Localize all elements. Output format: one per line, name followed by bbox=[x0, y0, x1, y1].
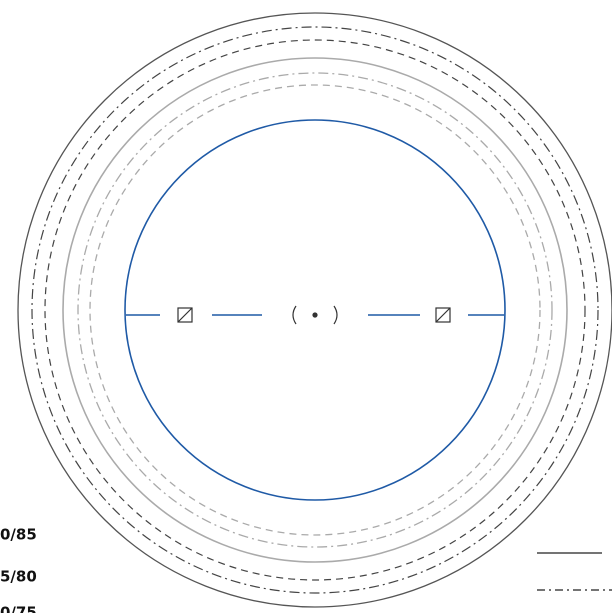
light-ring bbox=[62, 57, 568, 563]
outer-ring bbox=[17, 12, 612, 608]
paren bbox=[292, 305, 297, 325]
dash-dot-ring bbox=[31, 26, 599, 594]
legend bbox=[537, 552, 612, 591]
paren bbox=[333, 305, 338, 325]
icon-line bbox=[177, 307, 193, 323]
icon bbox=[177, 307, 193, 323]
label: 0/85 bbox=[0, 526, 37, 544]
blue-ring bbox=[124, 119, 506, 501]
icons bbox=[177, 305, 451, 325]
light-dashed-ring bbox=[89, 84, 541, 536]
icon bbox=[435, 307, 451, 323]
center-dot bbox=[312, 312, 318, 318]
rings bbox=[17, 12, 612, 608]
label: 5/80 bbox=[0, 568, 37, 586]
icon-line bbox=[435, 307, 451, 323]
light-dash-dot-ring bbox=[77, 72, 553, 548]
dashed-ring bbox=[44, 39, 586, 581]
label: 0/75 bbox=[0, 604, 37, 613]
